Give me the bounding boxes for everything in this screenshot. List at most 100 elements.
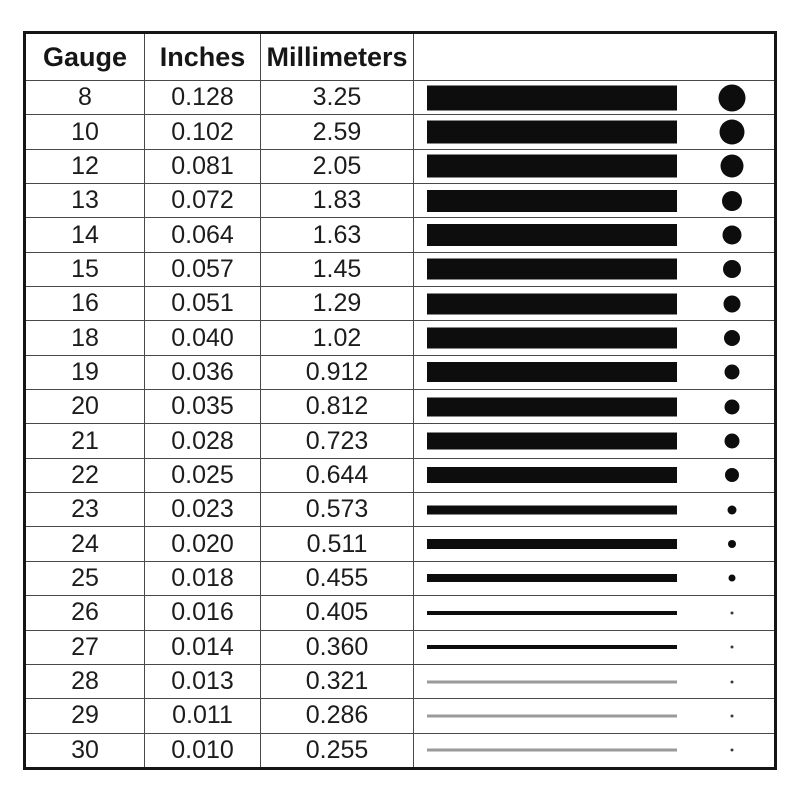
wire-thickness-bar [427,258,677,280]
inches-value: 0.016 [145,596,261,630]
inches-value: 0.025 [145,458,261,493]
wire-thickness-bar [427,539,677,550]
gauge-value: 20 [26,390,145,424]
table-row: 26 0.016 0.405 [26,595,774,630]
wire-visual-cell [414,562,774,595]
wire-gauge-table: Gauge Inches Millimeters 8 0.128 3.25 10… [23,31,777,770]
wire-visual-cell [414,596,774,629]
millimeters-value: 0.405 [261,596,414,630]
wire-visual-cell [414,321,774,354]
millimeters-value: 1.83 [261,184,414,218]
wire-cross-section-dot [720,154,744,178]
wire-thickness-bar [427,85,677,111]
wire-thickness-bar [427,154,677,178]
gauge-value: 25 [26,561,145,596]
wire-visual-cell [414,493,774,526]
millimeters-value: 0.511 [261,527,414,561]
wire-cross-section-dot [730,714,734,718]
inches-value: 0.036 [145,355,261,390]
wire-cross-section-dot [730,645,734,649]
inches-value: 0.064 [145,218,261,252]
gauge-value: 14 [26,218,145,252]
wire-thickness-bar [427,397,677,417]
header-millimeters: Millimeters [261,34,414,80]
wire-visual-cell [414,734,774,767]
wire-cross-section-dot [723,295,741,313]
wire-visual-cell [414,218,774,251]
wire-cross-section-dot [724,330,740,347]
inches-value: 0.081 [145,149,261,184]
gauge-value: 23 [26,493,145,527]
table-row: 30 0.010 0.255 [26,732,774,767]
table-row: 16 0.051 1.29 [26,286,774,321]
table-row: 22 0.025 0.644 [26,457,774,493]
millimeters-value: 0.286 [261,699,414,733]
inches-value: 0.014 [145,630,261,664]
wire-thickness-bar [427,574,677,583]
inches-value: 0.023 [145,493,261,527]
gauge-value: 8 [26,81,145,115]
wire-visual-cell [414,356,774,389]
millimeters-value: 0.723 [261,424,414,458]
wire-thickness-bar [427,327,677,349]
millimeters-value: 0.912 [261,355,414,390]
millimeters-value: 1.45 [261,252,414,287]
table-row: 25 0.018 0.455 [26,560,774,596]
millimeters-value: 0.255 [261,733,414,767]
wire-visual-cell [414,287,774,320]
wire-visual-cell [414,390,774,423]
inches-value: 0.013 [145,664,261,699]
wire-thickness-bar [427,432,677,450]
millimeters-value: 0.812 [261,390,414,424]
wire-visual-cell [414,150,774,183]
wire-thickness-bar [427,645,677,650]
inches-value: 0.102 [145,115,261,149]
wire-thickness-bar [427,610,677,615]
inches-value: 0.051 [145,287,261,321]
gauge-value: 29 [26,699,145,733]
wire-cross-section-dot [723,260,741,279]
header-visual-blank [414,34,774,80]
table-row: 20 0.035 0.812 [26,389,774,424]
gauge-value: 26 [26,596,145,630]
wire-thickness-bar [427,293,677,315]
gauge-value: 10 [26,115,145,149]
inches-value: 0.018 [145,561,261,596]
wire-cross-section-dot [722,190,742,211]
table-row: 19 0.036 0.912 [26,354,774,390]
wire-cross-section-dot [725,468,739,483]
table-row: 21 0.028 0.723 [26,423,774,458]
table-row: 27 0.014 0.360 [26,629,774,664]
gauge-value: 24 [26,527,145,561]
wire-cross-section-dot [730,611,734,615]
gauge-value: 16 [26,287,145,321]
gauge-value: 28 [26,664,145,699]
wire-cross-section-dot [722,225,742,245]
millimeters-value: 0.644 [261,458,414,493]
gauge-value: 22 [26,458,145,493]
wire-visual-cell [414,459,774,492]
table-row: 13 0.072 1.83 [26,183,774,218]
gauge-value: 15 [26,252,145,287]
wire-thickness-bar [427,362,677,383]
millimeters-value: 0.321 [261,664,414,699]
wire-cross-section-dot [719,119,745,145]
wire-visual-cell [414,631,774,664]
gauge-value: 18 [26,321,145,355]
table-row: 12 0.081 2.05 [26,148,774,184]
inches-value: 0.040 [145,321,261,355]
wire-cross-section-dot [724,399,740,415]
inches-value: 0.020 [145,527,261,561]
table-row: 24 0.020 0.511 [26,526,774,561]
gauge-value: 27 [26,630,145,664]
wire-thickness-bar [427,189,677,212]
wire-cross-section-dot [724,364,740,380]
inches-value: 0.072 [145,184,261,218]
wire-cross-section-dot [728,540,736,549]
millimeters-value: 0.360 [261,630,414,664]
wire-cross-section-dot [718,84,746,112]
wire-cross-section-dot [727,505,737,515]
wire-thickness-bar [427,714,677,718]
millimeters-value: 0.573 [261,493,414,527]
gauge-value: 19 [26,355,145,390]
